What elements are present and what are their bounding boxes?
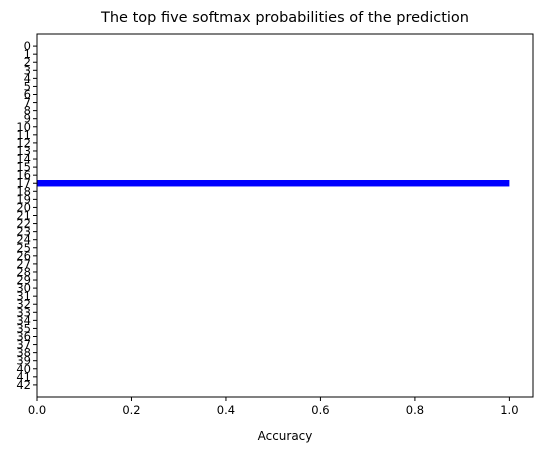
y-tick-label: 17 <box>16 176 31 190</box>
y-tick-label: 30 <box>16 281 31 295</box>
y-tick-label: 35 <box>16 321 31 335</box>
y-tick-label: 15 <box>16 160 31 174</box>
y-tick-label: 18 <box>16 184 31 198</box>
x-tick-label: 0.2 <box>122 403 140 417</box>
x-axis-label: Accuracy <box>258 429 313 443</box>
y-tick-label: 4 <box>24 71 31 85</box>
y-tick-label: 31 <box>16 289 31 303</box>
y-tick-label: 37 <box>16 338 31 352</box>
y-axis: 0123456789101112131415161718192021222324… <box>16 39 37 392</box>
y-tick-label: 8 <box>24 104 31 118</box>
x-tick-label: 0.4 <box>217 403 235 417</box>
y-tick-label: 25 <box>16 241 31 255</box>
y-tick-label: 10 <box>16 120 31 134</box>
y-tick-label: 16 <box>16 168 31 182</box>
y-tick-label: 19 <box>16 192 31 206</box>
chart-title: The top five softmax probabilities of th… <box>100 10 469 26</box>
y-tick-label: 42 <box>16 378 31 392</box>
y-tick-label: 3 <box>24 63 31 77</box>
y-tick-label: 12 <box>16 136 31 150</box>
x-tick-label: 0.8 <box>406 403 424 417</box>
y-tick-label: 1 <box>24 47 31 61</box>
y-tick-label: 33 <box>16 305 31 319</box>
y-tick-label: 20 <box>16 200 31 214</box>
y-tick-label: 40 <box>16 362 31 376</box>
y-tick-label: 28 <box>16 265 31 279</box>
y-tick-label: 9 <box>24 112 31 126</box>
y-tick-label: 5 <box>24 79 31 93</box>
y-tick-label: 38 <box>16 346 31 360</box>
y-tick-label: 22 <box>16 217 31 231</box>
x-tick-label: 0.0 <box>28 403 46 417</box>
bar-17 <box>37 180 510 187</box>
y-tick-label: 0 <box>24 39 31 53</box>
x-axis: 0.0 0.2 0.4 0.6 0.8 1.0 <box>28 397 519 417</box>
plot-area <box>37 180 510 187</box>
y-tick-label: 26 <box>16 249 31 263</box>
y-tick-label: 23 <box>16 225 31 239</box>
y-tick-label: 39 <box>16 354 31 368</box>
y-tick-label: 27 <box>16 257 31 271</box>
y-tick-label: 7 <box>24 96 31 110</box>
y-tick-label: 34 <box>16 313 31 327</box>
plot-frame <box>36 33 534 398</box>
x-tick-label: 1.0 <box>500 403 518 417</box>
y-tick-label: 13 <box>16 144 31 158</box>
y-tick-label: 11 <box>16 128 31 142</box>
y-tick-label: 32 <box>16 297 31 311</box>
y-tick-label: 41 <box>16 370 31 384</box>
y-tick-label: 14 <box>16 152 31 166</box>
x-tick-label: 0.6 <box>311 403 329 417</box>
y-tick-label: 36 <box>16 330 31 344</box>
y-tick-label: 21 <box>16 209 31 223</box>
y-tick-label: 6 <box>24 88 31 102</box>
y-tick-label: 29 <box>16 273 31 287</box>
y-tick-label: 24 <box>16 233 31 247</box>
y-tick-label: 2 <box>24 55 31 69</box>
